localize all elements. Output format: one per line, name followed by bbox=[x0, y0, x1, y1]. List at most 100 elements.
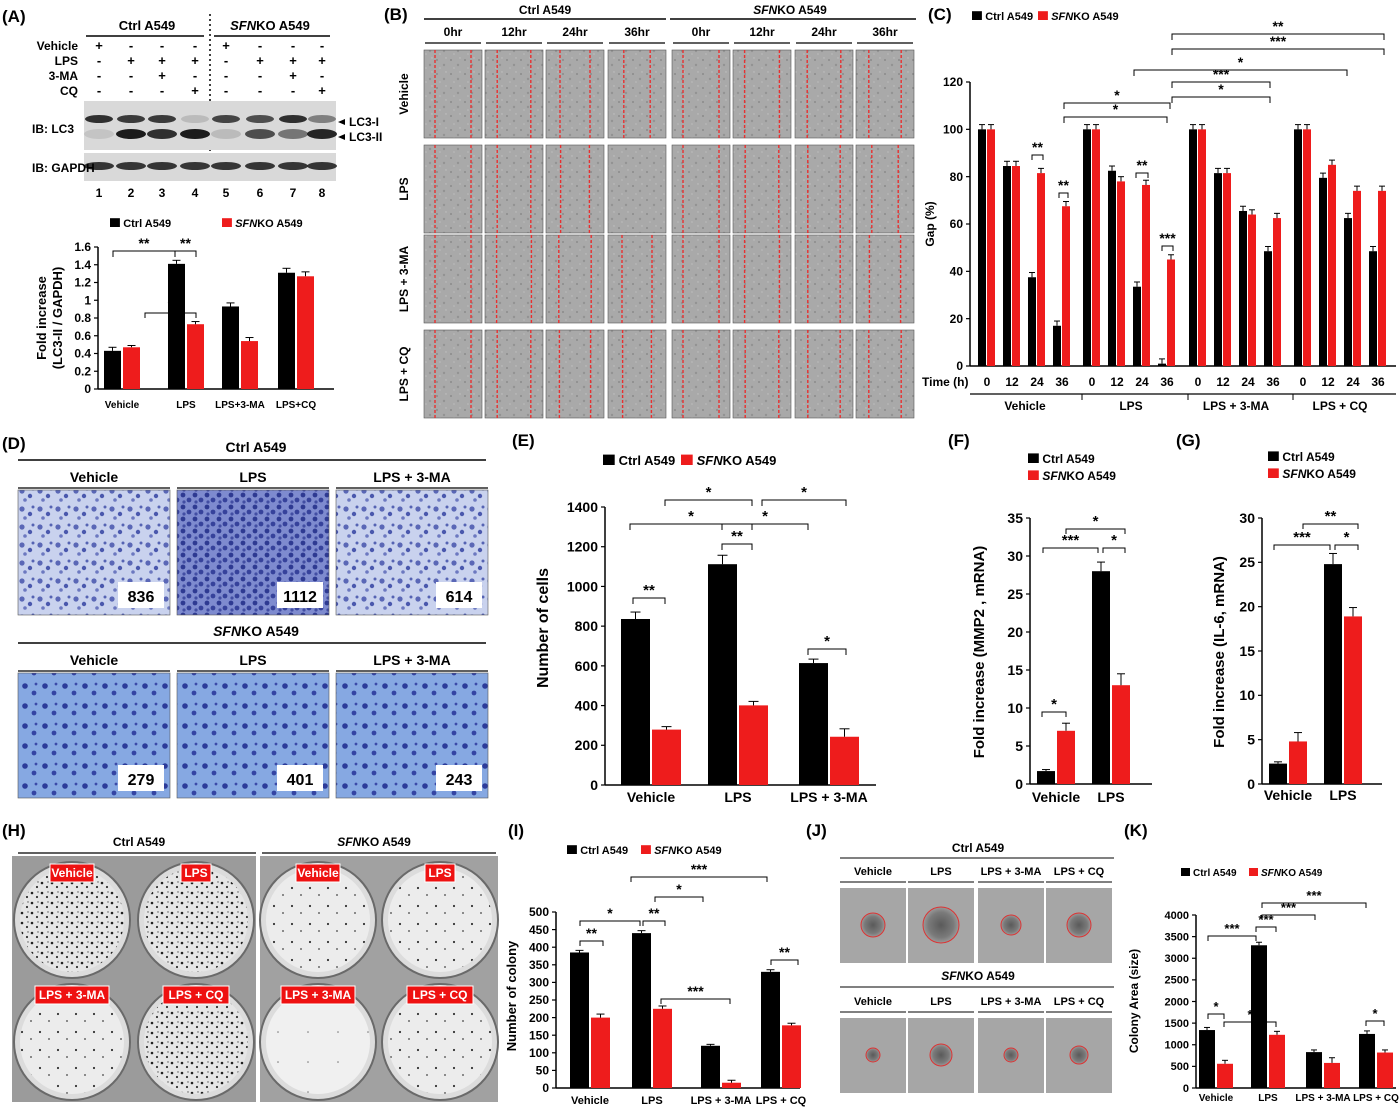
panel-b-row-label: LPS bbox=[397, 177, 411, 200]
x-category-label: LPS + 3-MA bbox=[691, 1095, 752, 1107]
lc3-1-band bbox=[148, 115, 176, 123]
well-label-tag bbox=[424, 863, 456, 883]
group-label: Vehicle bbox=[1004, 399, 1046, 413]
x-category-label: LPS bbox=[724, 789, 751, 805]
legend-ko-italic: SFN bbox=[654, 845, 677, 857]
legend-ko-italic: SFN bbox=[1282, 467, 1306, 481]
time-tick-label: 12 bbox=[1110, 375, 1124, 389]
significance-bracket bbox=[1031, 154, 1044, 160]
well-label: Vehicle bbox=[297, 866, 339, 880]
panel-b-row-label: LPS + CQ bbox=[397, 346, 411, 401]
significance-bracket bbox=[174, 250, 197, 257]
significance-bracket bbox=[629, 523, 753, 530]
ctrl-bar bbox=[1199, 1030, 1215, 1088]
chart-f-ylabel: Fold increase (MMP2 , mRNA) bbox=[971, 546, 988, 759]
significance-mark: *** bbox=[1062, 532, 1080, 549]
panel-d-column-label: LPS bbox=[239, 469, 266, 485]
y-tick-label: 60 bbox=[950, 217, 964, 231]
legend-ko-italic: SFN bbox=[1051, 11, 1074, 23]
wound-micrograph bbox=[484, 329, 544, 419]
panel-a-sign: - bbox=[258, 38, 262, 53]
time-tick-label: 24 bbox=[1030, 375, 1044, 389]
legend-ko-swatch bbox=[1268, 468, 1279, 478]
significance-mark: * bbox=[1111, 532, 1117, 549]
significance-mark: * bbox=[1114, 87, 1120, 103]
ctrl-bar bbox=[632, 933, 651, 1088]
ctrl-bar bbox=[1053, 325, 1061, 366]
panel-a-sign: - bbox=[160, 38, 164, 53]
well-label: LPS + CQ bbox=[412, 988, 467, 1002]
colony-spheroid bbox=[865, 1047, 881, 1063]
chart-i: (I) 0 50 100 150 200 250 300 350 400 450 500 Vehicl… bbox=[504, 821, 807, 1107]
ko-bar bbox=[1303, 129, 1311, 366]
significance-mark: ** bbox=[139, 235, 150, 251]
x-category-label: Vehicle bbox=[105, 400, 140, 411]
y-tick-label: 1000 bbox=[567, 578, 598, 594]
y-tick-label: 3000 bbox=[1165, 953, 1189, 965]
ko-bar bbox=[297, 276, 314, 389]
legend-ko-swatch bbox=[1249, 868, 1258, 876]
panel-j-column-label: LPS + 3-MA bbox=[981, 866, 1042, 878]
group-label: LPS + 3-MA bbox=[1203, 399, 1270, 413]
panel-a-lc3-blot bbox=[84, 101, 336, 150]
panel-b: (B) Ctrl A549 SFNKO A549 0hr 12hr 24hr 36hr… bbox=[384, 3, 916, 419]
legend-ko-label: SFNKO A549 bbox=[697, 453, 777, 468]
colony-spots bbox=[266, 868, 370, 972]
legend-ko-label: SFNKO A549 bbox=[235, 218, 302, 230]
panel-a-lc3-label: IB: LC3 bbox=[32, 122, 74, 136]
x-category-label: Vehicle bbox=[1199, 1093, 1234, 1104]
y-tick-label: 1.4 bbox=[74, 258, 91, 272]
well-label: Vehicle bbox=[51, 866, 93, 880]
y-tick-label: 1500 bbox=[1165, 1018, 1189, 1030]
well-label-tag bbox=[406, 985, 474, 1005]
panel-j-column-label: LPS + CQ bbox=[1054, 996, 1105, 1008]
y-tick-label: 250 bbox=[529, 993, 549, 1007]
legend-ko-label: SFNKO A549 bbox=[654, 845, 721, 857]
panel-a-lc3-2-label: LC3-II bbox=[349, 130, 382, 144]
colony-spots bbox=[20, 990, 124, 1094]
significance-bracket bbox=[1161, 245, 1174, 251]
x-category-label: LPS+CQ bbox=[276, 400, 317, 411]
y-tick-label: 450 bbox=[529, 923, 549, 937]
count-box bbox=[118, 582, 164, 608]
wound-micrograph bbox=[607, 144, 667, 234]
ko-bar bbox=[1198, 129, 1206, 366]
wound-micrograph bbox=[855, 329, 915, 419]
time-tick-label: 0 bbox=[1195, 375, 1202, 389]
significance-mark: * bbox=[676, 881, 682, 897]
gapdh-band bbox=[84, 162, 114, 170]
panel-a-treatment-rows: Vehicle + - - - + - - -LPS - + + + - + + +3-MA - - + - - - + -CQ… bbox=[37, 38, 327, 98]
legend-ko-rest: KO A549 bbox=[1066, 469, 1116, 483]
wound-micrograph bbox=[732, 329, 792, 419]
legend-ctrl-label: Ctrl A549 bbox=[580, 845, 628, 857]
panel-a-lc3-1-label: LC3-I bbox=[349, 115, 379, 129]
well-label-tag bbox=[49, 863, 95, 883]
well-label: LPS + 3-MA bbox=[285, 988, 352, 1002]
lc3-1-band bbox=[181, 115, 209, 123]
lane-number: 3 bbox=[159, 186, 166, 200]
legend-ko-rest: KO A549 bbox=[676, 845, 721, 857]
count-box bbox=[277, 765, 323, 791]
significance-mark: * bbox=[1213, 999, 1219, 1014]
panel-a-ctrl-header: Ctrl A549 bbox=[119, 18, 176, 33]
y-tick-label: 500 bbox=[1171, 1061, 1189, 1073]
wound-micrograph bbox=[732, 144, 792, 234]
significance-bracket bbox=[1102, 547, 1126, 553]
ctrl-bar bbox=[1239, 210, 1247, 366]
panel-j-column-label: LPS + 3-MA bbox=[981, 996, 1042, 1008]
ko-bar bbox=[1117, 181, 1125, 366]
legend-ctrl-label: Ctrl A549 bbox=[1042, 452, 1095, 466]
lc3-1-band bbox=[212, 115, 240, 123]
y-tick-label: 5 bbox=[1247, 732, 1255, 748]
y-tick-label: 0 bbox=[1015, 776, 1023, 792]
y-tick-label: 40 bbox=[950, 265, 964, 279]
panel-d-ko-title: SFNKO A549 bbox=[213, 623, 299, 639]
panel-h-ko-title-italic: SFN bbox=[337, 835, 361, 849]
ctrl-bar bbox=[1158, 363, 1166, 366]
panel-j: (J) Ctrl A549 SFNKO A549 Vehicle LPS LPS +… bbox=[806, 821, 1114, 1093]
significance-mark: * bbox=[1238, 54, 1244, 70]
legend-ctrl-swatch bbox=[1028, 453, 1039, 463]
panel-h-ko-title-rest: KO A549 bbox=[361, 835, 411, 849]
legend-ctrl-swatch bbox=[1268, 451, 1279, 461]
ctrl-bar bbox=[1003, 166, 1011, 366]
